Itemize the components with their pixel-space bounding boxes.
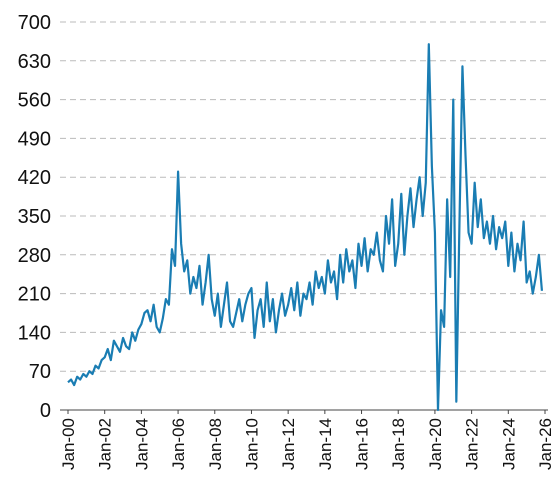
y-tick-label: 0 xyxy=(40,400,51,422)
x-tick-label: Jan-04 xyxy=(132,418,151,470)
y-tick-label: 560 xyxy=(18,90,51,112)
y-tick-label: 700 xyxy=(18,12,51,34)
x-tick-label: Jan-06 xyxy=(169,418,188,470)
y-tick-label: 490 xyxy=(18,128,51,150)
data-line xyxy=(67,43,544,412)
x-tick-label: Jan-20 xyxy=(426,418,445,470)
x-tick-label: Jan-18 xyxy=(389,418,408,470)
x-tick-label: Jan-16 xyxy=(353,418,372,470)
x-tick-label: Jan-10 xyxy=(242,418,261,470)
x-tick-label: Jan-08 xyxy=(206,418,225,470)
x-tick-label: Jan-12 xyxy=(279,418,298,470)
x-tick-label: Jan-22 xyxy=(463,418,482,470)
y-tick-label: 420 xyxy=(18,167,51,189)
y-tick-label: 70 xyxy=(29,361,51,383)
y-tick-label: 630 xyxy=(18,51,51,73)
x-tick-label: Jan-02 xyxy=(96,418,115,470)
x-tick-label: Jan-24 xyxy=(499,418,518,470)
y-tick-label: 350 xyxy=(18,206,51,228)
x-tick-label: Jan-00 xyxy=(59,418,78,470)
x-tick-label: Jan-26 xyxy=(536,418,555,470)
y-tick-label: 280 xyxy=(18,245,51,267)
y-tick-label: 140 xyxy=(18,322,51,344)
x-tick-label: Jan-14 xyxy=(316,418,335,470)
y-tick-label: 210 xyxy=(18,284,51,306)
